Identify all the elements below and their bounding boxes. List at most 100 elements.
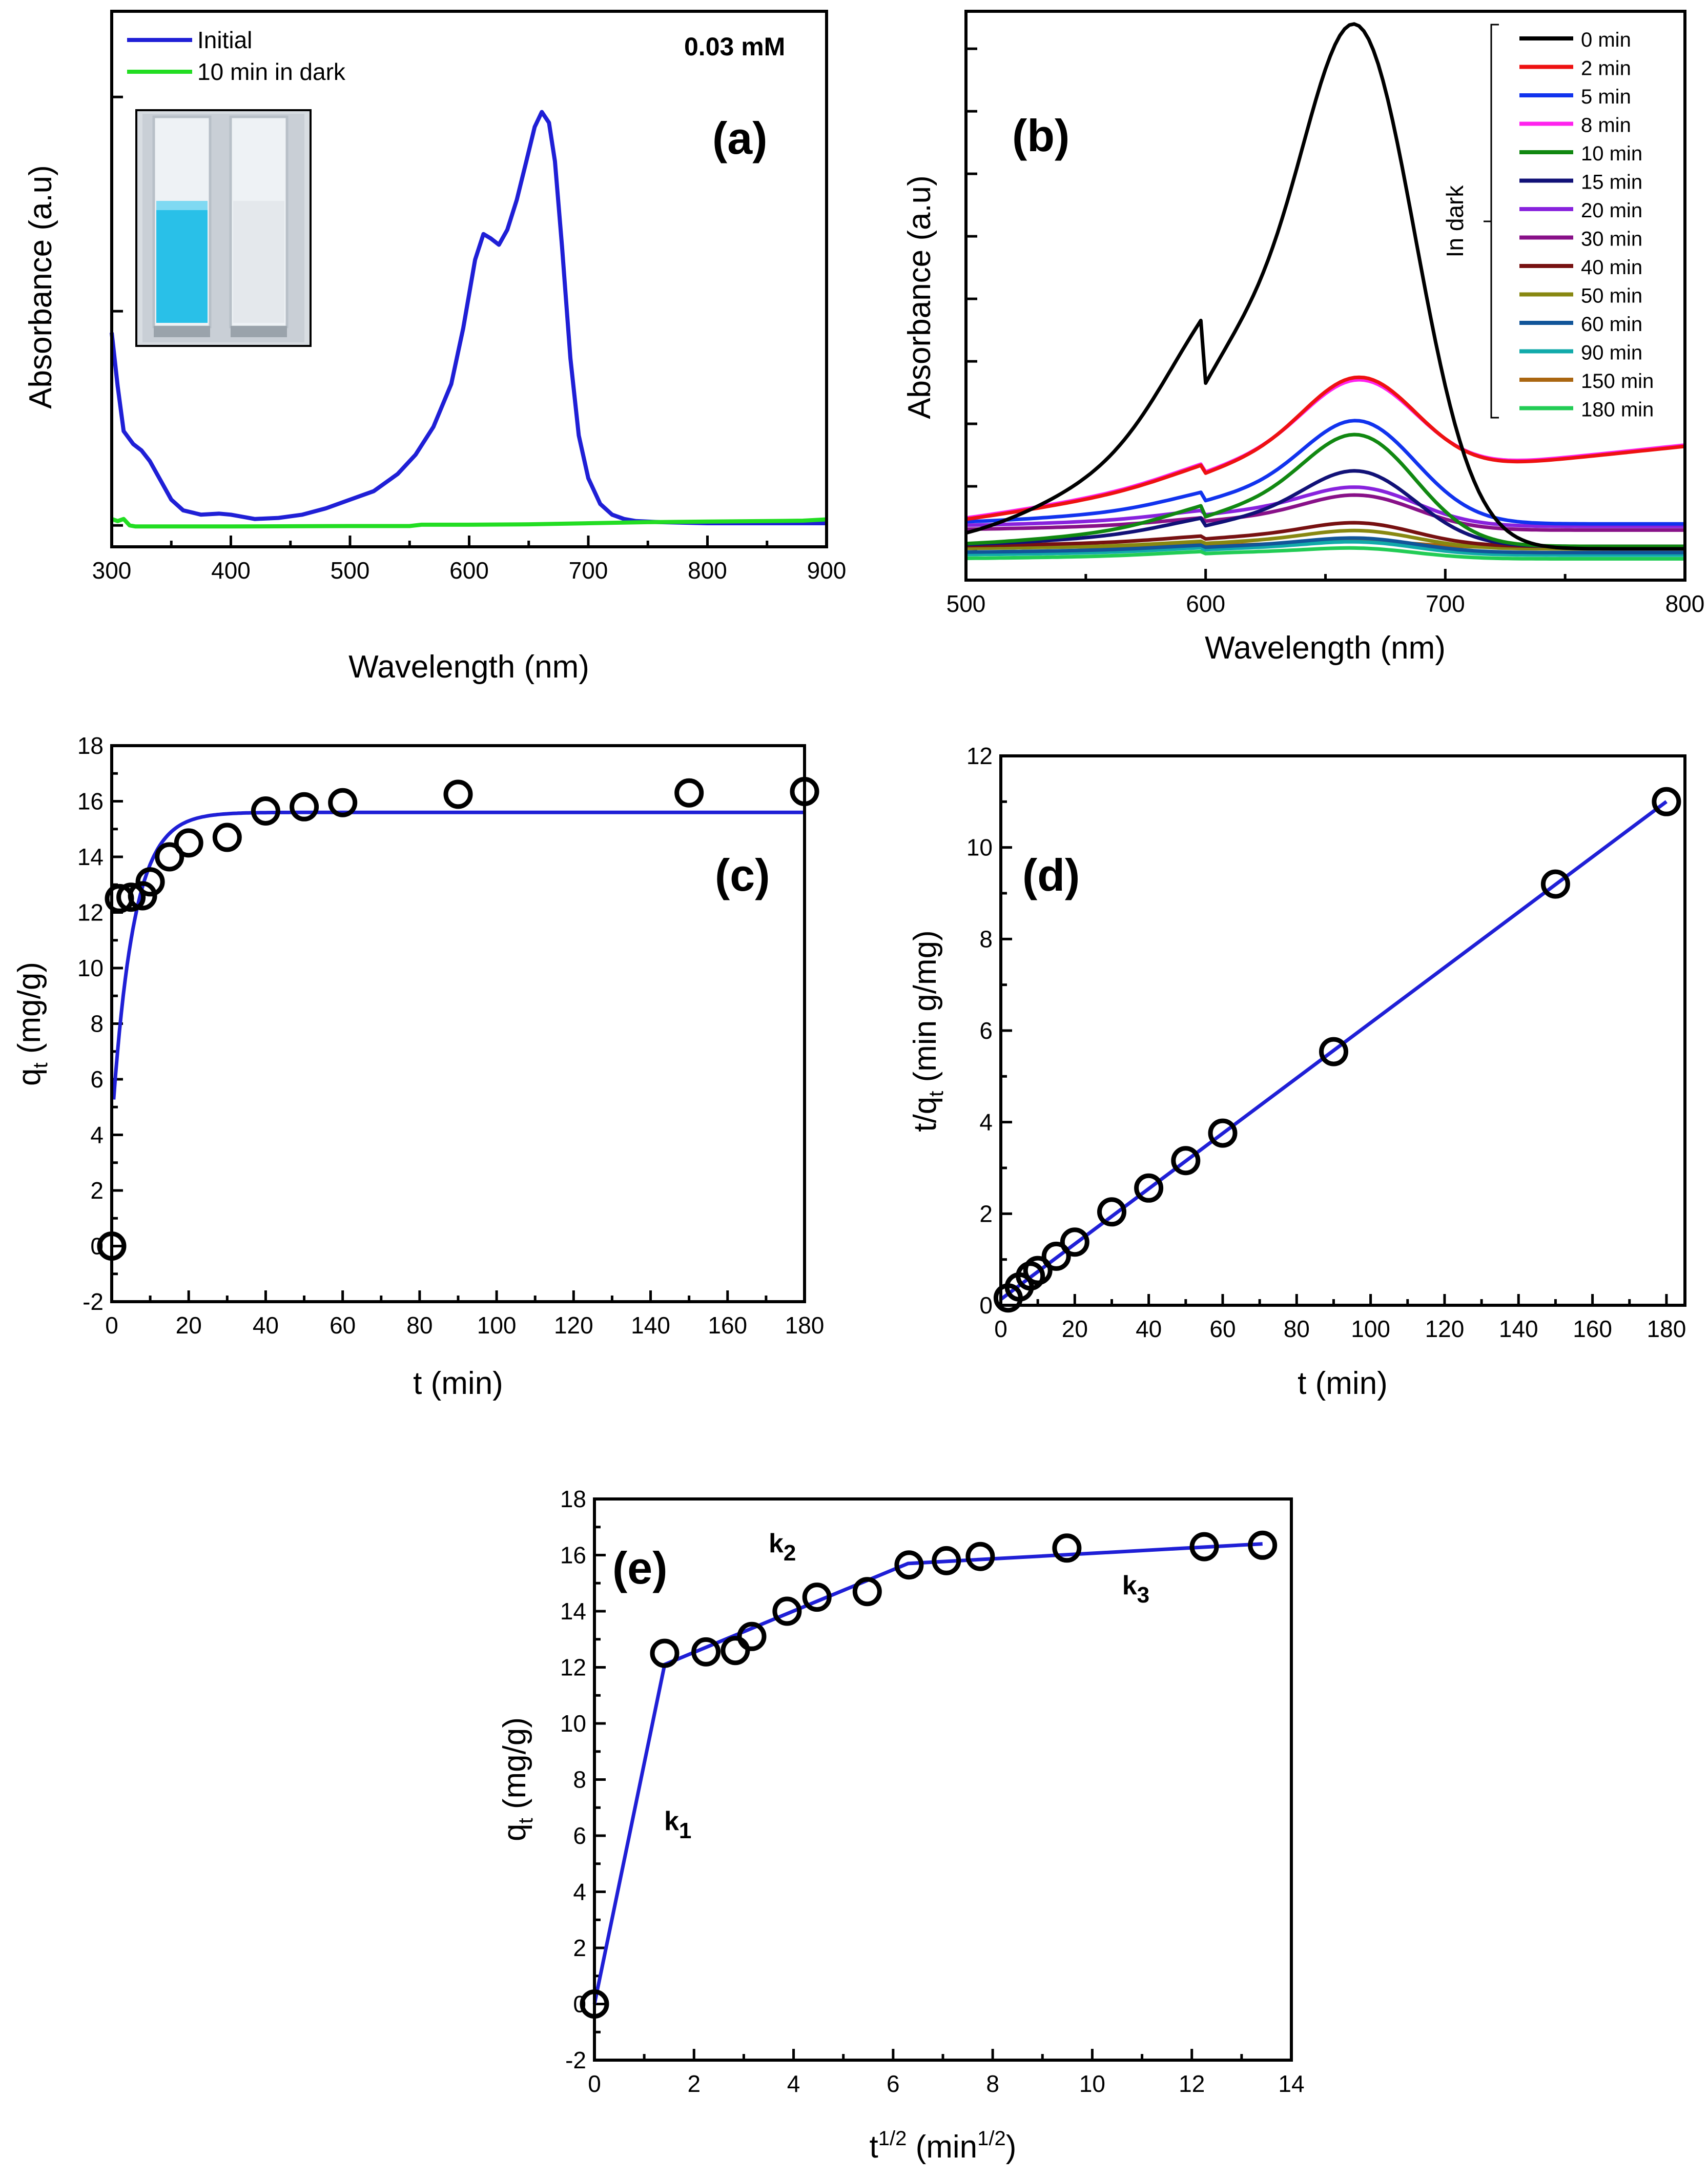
x-tick-label: 140: [1499, 1316, 1538, 1342]
panel-d-label: (d): [1022, 850, 1080, 900]
x-tick-label: 160: [1573, 1316, 1612, 1342]
in-dark-bracket: [1484, 24, 1499, 419]
data-point: [772, 1596, 802, 1626]
series-line-10-min-in-dark: [111, 517, 827, 529]
data-point: [1652, 787, 1681, 816]
legend-entry-5-min: 5 min: [1581, 86, 1631, 108]
y-tick-label: 6: [90, 1066, 104, 1093]
panel-e-y-axis-label: qt (mg/g): [497, 1717, 537, 1841]
y-tick-label: 10: [966, 834, 993, 861]
x-tick-label: 12: [1179, 2070, 1205, 2097]
y-tick-label: 8: [979, 926, 993, 952]
data-point: [1189, 1532, 1219, 1561]
x-tick-label: 8: [986, 2070, 999, 2097]
panel-b-y-axis-label: Absorbance (a.u): [902, 175, 937, 419]
series-line-2-min: [965, 375, 1685, 521]
x-tick-label: 10: [1079, 2070, 1105, 2097]
x-tick-label: 0: [994, 1316, 1007, 1342]
y-tick-label: 14: [77, 844, 104, 870]
x-tick-label: 500: [946, 590, 986, 617]
y-tick-label: 16: [560, 1542, 586, 1569]
data-point: [894, 1550, 924, 1580]
legend-entry-15-min: 15 min: [1581, 171, 1642, 194]
data-point: [128, 881, 157, 911]
x-tick-label: 180: [1647, 1316, 1686, 1342]
y-tick-label: 10: [560, 1710, 586, 1737]
y-tick-label: 0: [979, 1292, 993, 1319]
x-tick-label: 40: [1136, 1316, 1162, 1342]
y-tick-label: -2: [565, 2047, 586, 2073]
series-line-30-min: [965, 493, 1685, 532]
y-tick-label: 10: [77, 955, 104, 981]
y-tick-label: 2: [90, 1177, 104, 1204]
x-tick-label: 600: [1186, 590, 1225, 617]
y-tick-label: 14: [560, 1598, 586, 1625]
x-tick-label: 100: [477, 1312, 517, 1339]
y-tick-label: 18: [77, 732, 104, 759]
legend-entry-50-min: 50 min: [1581, 285, 1642, 307]
x-tick-label: 900: [807, 557, 847, 584]
data-point: [212, 823, 242, 852]
x-tick-label: 400: [211, 557, 251, 584]
legend-entry-60-min: 60 min: [1581, 313, 1642, 336]
panel-e-x-axis-label: t1/2 (min1/2): [870, 2127, 1017, 2165]
legend-entry-8-min: 8 min: [1581, 114, 1631, 137]
panel-b-absorbance-time-chart: 500 600 700 800 Wavelength (nm) Absorbance …: [902, 10, 1704, 666]
series-line-60-min: [965, 536, 1685, 554]
series-line-5-min: [965, 419, 1685, 526]
y-tick-label: 12: [77, 899, 104, 926]
legend-entry-0-min: 0 min: [1581, 29, 1631, 51]
x-tick-label: 80: [406, 1312, 433, 1339]
data-point: [251, 796, 280, 826]
y-tick-label: 6: [979, 1017, 993, 1044]
x-tick-label: 160: [708, 1312, 747, 1339]
series-line-180-min: [965, 546, 1685, 561]
panel-c-y-axis-label: qt (mg/g): [12, 962, 52, 1086]
data-point: [932, 1546, 961, 1575]
x-tick-label: 800: [688, 557, 727, 584]
y-tick-label: 12: [560, 1654, 586, 1681]
fit-segments: [592, 1542, 1263, 2005]
x-tick-label: 0: [588, 2070, 601, 2097]
data-point: [650, 1638, 680, 1668]
x-tick-label: 100: [1351, 1316, 1390, 1342]
data-point: [852, 1577, 882, 1607]
rate-constant-label-k3: k3: [1122, 1571, 1149, 1608]
data-point: [155, 842, 184, 872]
panel-a-label: (a): [712, 113, 768, 163]
panel-a-legend: Initial 10 min in dark: [127, 27, 346, 85]
panel-d-y-axis-label: t/qt (min g/mg): [908, 930, 948, 1132]
dye-meniscus: [156, 201, 208, 210]
panel-e-plot-frame: [593, 1497, 1293, 2062]
y-tick-label: 4: [573, 1879, 586, 1905]
data-point: [1097, 1197, 1126, 1227]
x-tick-label: 60: [1209, 1316, 1236, 1342]
series-line-20-min: [965, 485, 1685, 528]
legend-entry-10-min: 10 min: [1581, 142, 1642, 165]
series-line-90-min: [965, 540, 1685, 557]
blue-dye-solution: [156, 209, 208, 323]
panel-b-label: (b): [1012, 110, 1069, 161]
legend-entry-2-min: 2 min: [1581, 57, 1631, 80]
panel-c-x-axis-label: t (min): [413, 1366, 503, 1401]
data-point: [1248, 1530, 1278, 1560]
y-tick-label: 4: [90, 1122, 104, 1148]
data-point: [1319, 1037, 1348, 1066]
x-tick-label: 4: [787, 2070, 800, 2097]
rate-constant-label-k2: k2: [769, 1529, 796, 1566]
cuvette-after-base: [231, 326, 287, 337]
panel-d-x-axis-label: t (min): [1298, 1366, 1388, 1401]
x-tick-label: 700: [1426, 590, 1465, 617]
legend-entry-90-min: 90 min: [1581, 342, 1642, 364]
data-point: [737, 1621, 767, 1651]
panel-b-x-axis-label: Wavelength (nm): [1205, 630, 1446, 666]
y-tick-label: 6: [573, 1822, 586, 1849]
legend-entry-180-min: 180 min: [1581, 399, 1654, 421]
x-tick-label: 40: [253, 1312, 279, 1339]
panel-b-legend: In dark 0 min 2 min 5 min 8 min 10 min 15 min…: [1442, 24, 1654, 421]
panel-a-plot-frame: [110, 10, 828, 548]
in-dark-label: In dark: [1442, 185, 1468, 258]
legend-entry-30-min: 30 min: [1581, 228, 1642, 251]
